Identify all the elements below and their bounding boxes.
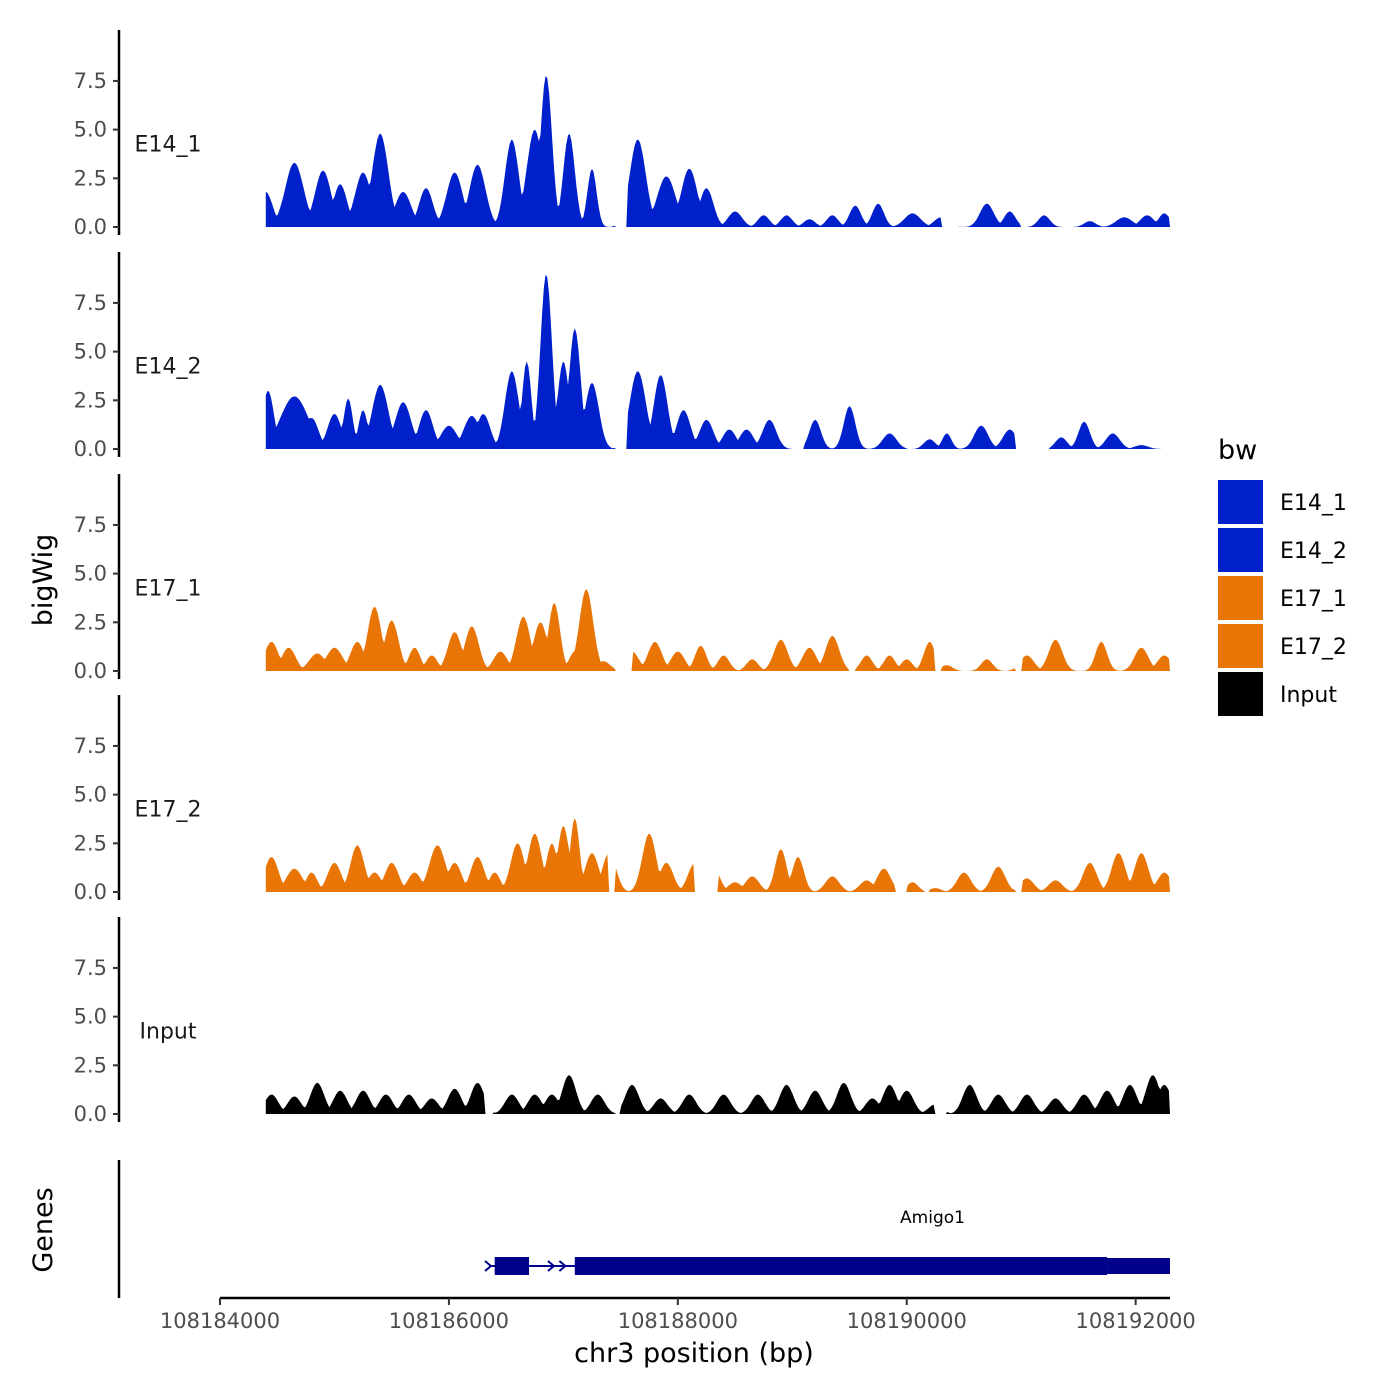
legend-swatch bbox=[1218, 480, 1263, 524]
legend-title: bw bbox=[1218, 435, 1257, 466]
y-tick-label: 2.5 bbox=[74, 610, 107, 634]
track-label: E14_2 bbox=[135, 354, 202, 379]
y-tick-label: 5.0 bbox=[74, 118, 107, 142]
y-tick-label: 2.5 bbox=[74, 166, 107, 190]
legend-label: Input bbox=[1280, 683, 1337, 708]
y-tick-label: 7.5 bbox=[74, 734, 107, 758]
y-tick-label: 0.0 bbox=[74, 880, 107, 904]
legend-swatch bbox=[1218, 672, 1263, 716]
legend-label: E17_1 bbox=[1280, 587, 1347, 612]
y-axis-title: bigWig bbox=[28, 534, 59, 627]
track-label: Input bbox=[140, 1019, 197, 1044]
legend-label: E14_2 bbox=[1280, 539, 1347, 564]
y-tick-label: 0.0 bbox=[74, 1102, 107, 1126]
y-tick-label: 7.5 bbox=[74, 513, 107, 537]
x-tick-label: 108184000 bbox=[160, 1309, 280, 1333]
y-tick-label: 5.0 bbox=[74, 340, 107, 364]
y-tick-label: 2.5 bbox=[74, 388, 107, 412]
legend-item-input: Input bbox=[1218, 672, 1337, 716]
legend-item-e17-2: E17_2 bbox=[1218, 624, 1347, 668]
x-tick-label: 108188000 bbox=[618, 1309, 738, 1333]
legend-swatch bbox=[1218, 528, 1263, 572]
x-axis-title: chr3 position (bp) bbox=[574, 1338, 814, 1369]
track-e17-2: 0.0 2.5 5.0 7.5 E17_2 bbox=[74, 695, 1170, 904]
exon bbox=[494, 1257, 530, 1275]
legend-swatch bbox=[1218, 576, 1263, 620]
legend-item-e17-1: E17_1 bbox=[1218, 576, 1347, 620]
y-tick-label: 0.0 bbox=[74, 437, 107, 461]
gene-panel: Amigo1 bbox=[117, 1160, 1170, 1298]
y-tick-label: 0.0 bbox=[74, 215, 107, 239]
coverage-area-e17-1 bbox=[265, 589, 1170, 671]
y-tick-label: 0.0 bbox=[74, 659, 107, 683]
legend-label: E17_2 bbox=[1280, 635, 1347, 660]
x-tick-label: 108186000 bbox=[389, 1309, 509, 1333]
y-tick-label: 7.5 bbox=[74, 956, 107, 980]
y-tick-label: 5.0 bbox=[74, 1005, 107, 1029]
legend-swatch bbox=[1218, 624, 1263, 668]
legend: bw E14_1 E14_2 E17_1 E17_2 Input bbox=[1218, 435, 1347, 716]
y-tick-label: 2.5 bbox=[74, 1053, 107, 1077]
genes-axis-title: Genes bbox=[28, 1187, 59, 1272]
bigwig-tracks: 0.0 2.5 5.0 7.5 E14_1 0.0 2.5 5.0 7.5 E14_2 0.0 2.5… bbox=[74, 30, 1170, 1126]
strand-arrow bbox=[484, 1260, 493, 1272]
strand-arrow bbox=[558, 1260, 567, 1272]
y-tick-label: 5.0 bbox=[74, 562, 107, 586]
track-e14-1: 0.0 2.5 5.0 7.5 E14_1 bbox=[74, 30, 1170, 239]
legend-item-e14-2: E14_2 bbox=[1218, 528, 1347, 572]
gene-amigo1: Amigo1 bbox=[484, 1208, 1170, 1275]
coverage-area-e14-2 bbox=[265, 274, 1170, 449]
gene-name: Amigo1 bbox=[900, 1208, 965, 1228]
x-tick-label: 108192000 bbox=[1076, 1309, 1196, 1333]
x-axis: 108184000 108186000 108188000 108190000 1081… bbox=[160, 1296, 1196, 1333]
y-tick-label: 5.0 bbox=[74, 783, 107, 807]
legend-label: E14_1 bbox=[1280, 491, 1347, 516]
track-e17-1: 0.0 2.5 5.0 7.5 E17_1 bbox=[74, 474, 1170, 683]
track-label: E17_1 bbox=[135, 576, 202, 601]
track-e14-2: 0.0 2.5 5.0 7.5 E14_2 bbox=[74, 252, 1170, 461]
legend-item-e14-1: E14_1 bbox=[1218, 480, 1347, 524]
y-tick-label: 7.5 bbox=[74, 291, 107, 315]
x-tick-label: 108190000 bbox=[847, 1309, 967, 1333]
track-label: E14_1 bbox=[135, 132, 202, 157]
track-label: E17_2 bbox=[135, 797, 202, 822]
utr bbox=[1107, 1258, 1170, 1274]
coverage-area-e14-1 bbox=[265, 75, 1170, 228]
y-tick-label: 7.5 bbox=[74, 69, 107, 93]
track-input: 0.0 2.5 5.0 7.5 Input bbox=[74, 917, 1170, 1126]
y-tick-label: 2.5 bbox=[74, 831, 107, 855]
exon bbox=[574, 1257, 1108, 1275]
coverage-area-e17-2 bbox=[265, 818, 1170, 892]
coverage-area-input bbox=[265, 1075, 1170, 1114]
strand-arrow bbox=[547, 1260, 556, 1272]
